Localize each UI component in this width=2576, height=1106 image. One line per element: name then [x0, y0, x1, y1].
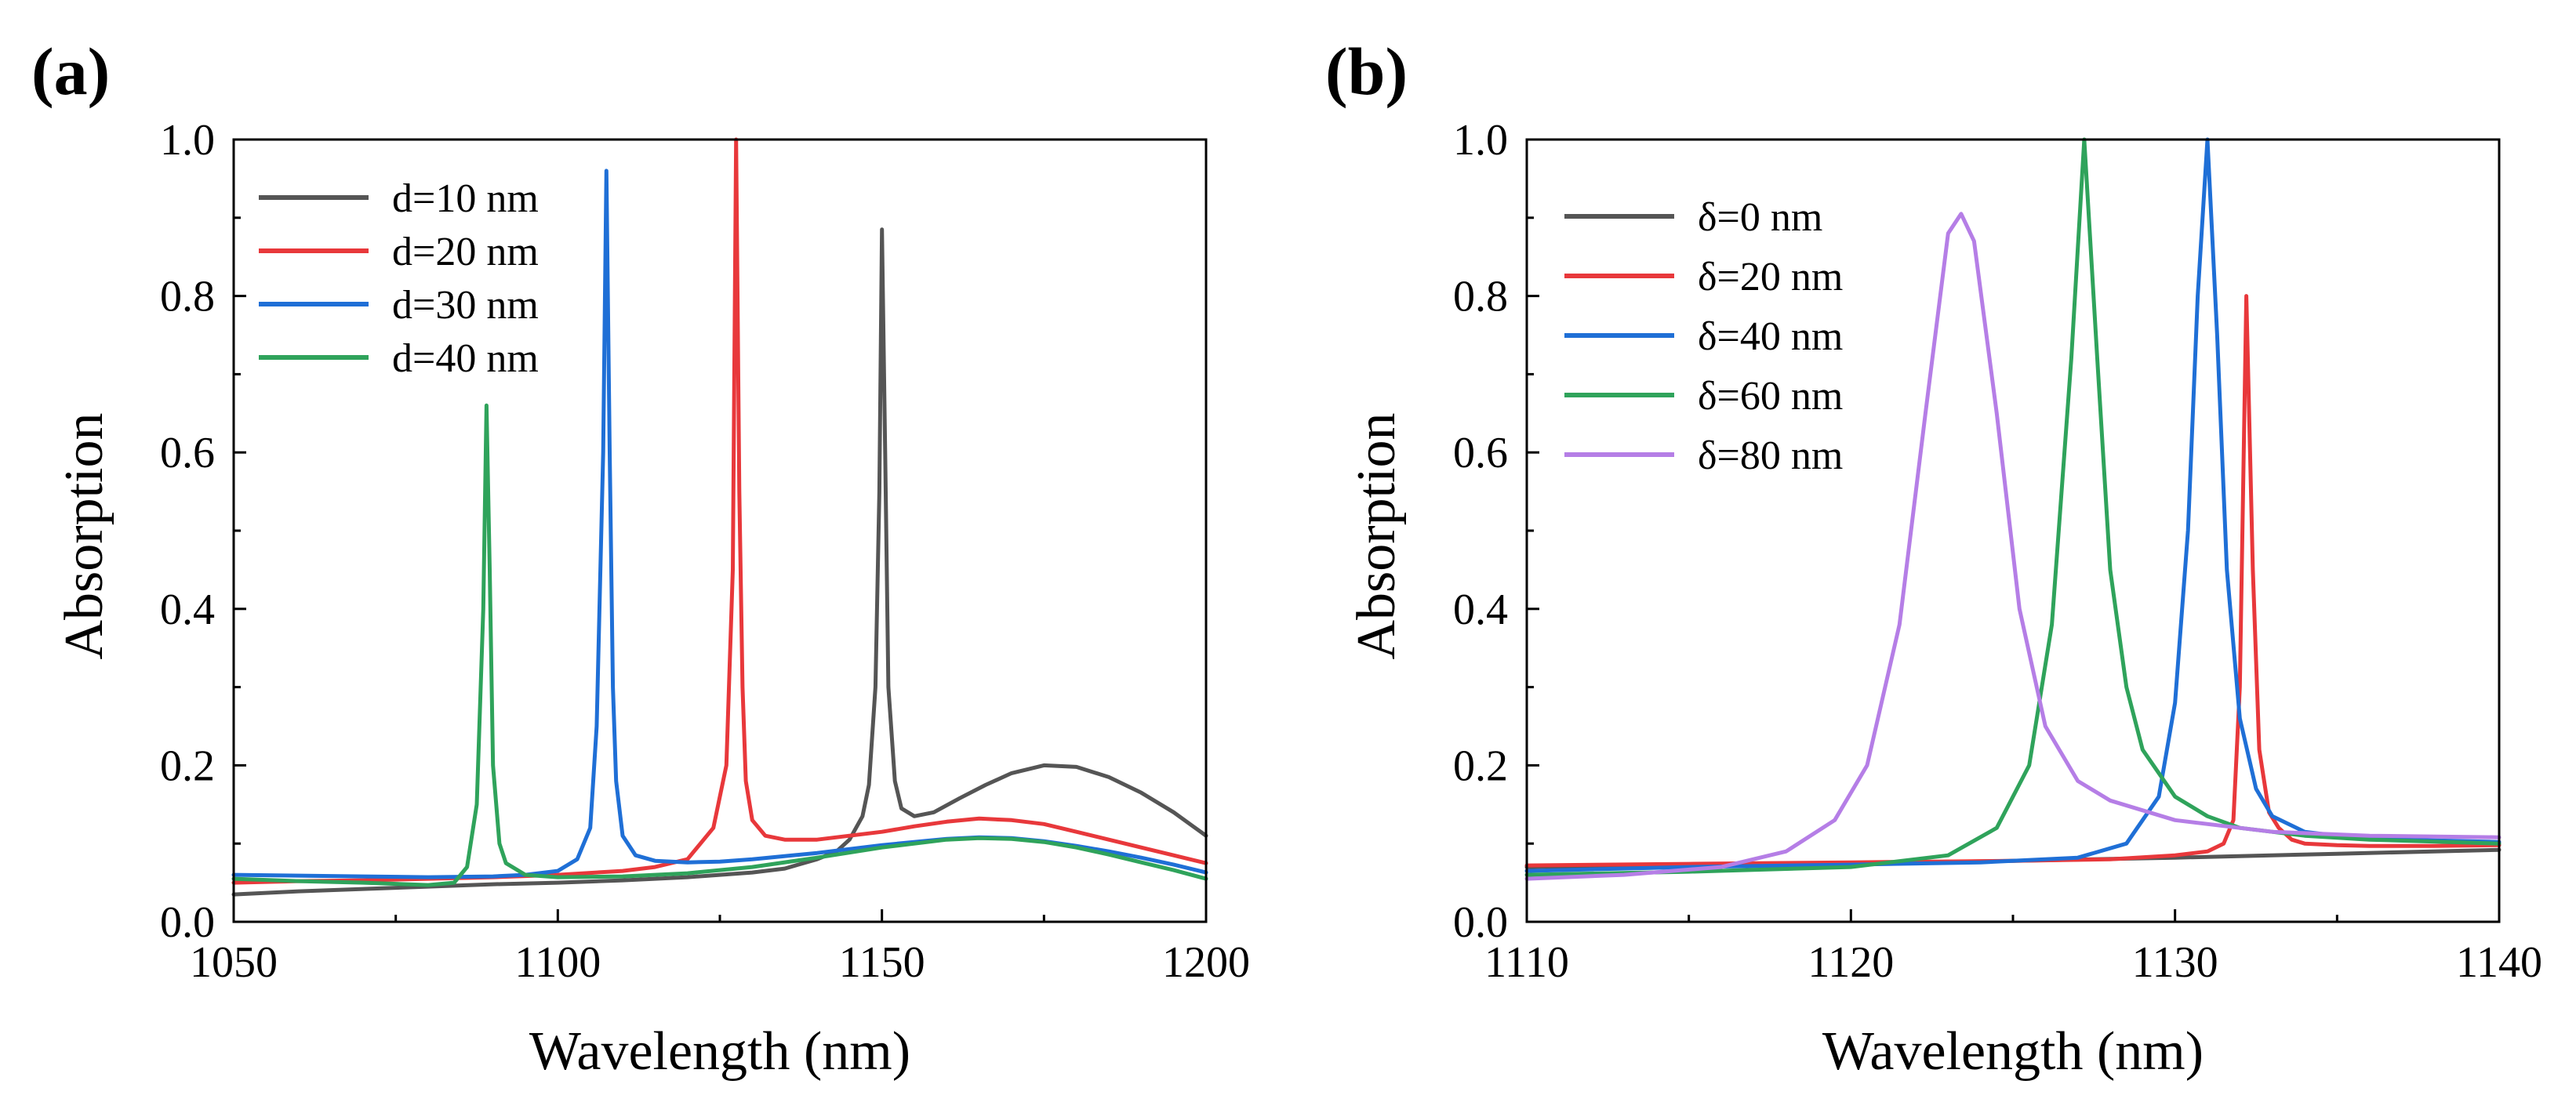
x-tick-label: 1150 — [839, 938, 925, 987]
panel-b-series — [1524, 137, 2502, 881]
panel-a-ticks: 1050 1100 1150 1200 0.0 0.2 0.4 0.6 0.8 1.0 — [160, 116, 1250, 987]
panel-a-label: (a) — [31, 34, 110, 109]
panel-b-ticks: 1110 1120 1130 1140 0.0 0.2 0.4 0.6 0.8 1.0 — [1453, 116, 2542, 987]
x-tick-label: 1100 — [514, 938, 601, 987]
legend-label-a-2: d=20 nm — [392, 230, 539, 274]
series-line-b-4 — [1524, 137, 2502, 877]
legend-label-a-4: d=40 nm — [392, 336, 539, 381]
panel-b-x-axis-title: Wavelength (nm) — [1822, 1021, 2204, 1082]
panel-b-label: (b) — [1325, 34, 1408, 109]
x-tick-label: 1050 — [190, 938, 278, 987]
x-tick-label: 1130 — [2132, 938, 2218, 987]
y-tick-label: 0.2 — [160, 742, 215, 790]
y-tick-label: 0.0 — [1453, 898, 1508, 947]
legend-label-b-5: δ=80 nm — [1698, 433, 1843, 478]
y-tick-label: 0.8 — [1453, 273, 1508, 321]
y-tick-label: 0.8 — [160, 273, 215, 321]
legend-label-b-4: δ=60 nm — [1698, 374, 1843, 419]
legend-label-a-3: d=30 nm — [392, 283, 539, 328]
panel-b: (b) Absorption Wavelength (nm) 1110 1120 1… — [1325, 34, 2542, 1082]
y-tick-label: 1.0 — [160, 116, 215, 165]
y-tick-label: 0.4 — [1453, 586, 1508, 634]
legend-label-a-1: d=10 nm — [392, 176, 539, 221]
series-line-b-5 — [1524, 212, 2502, 881]
panel-a-plot-frame — [232, 138, 1208, 923]
legend-label-b-1: δ=0 nm — [1698, 195, 1822, 240]
panel-a-legend: d=10 nm d=20 nm d=30 nm d=40 nm — [259, 176, 539, 381]
y-tick-label: 1.0 — [1453, 116, 1508, 165]
y-tick-label: 0.0 — [160, 898, 215, 947]
panel-a: (a) Absorption Wavelength (nm) 1050 1100 1… — [31, 34, 1250, 1082]
x-tick-label: 1200 — [1162, 938, 1250, 987]
series-line-b-3 — [1524, 137, 2502, 873]
panel-b-plot-frame — [1525, 138, 2501, 923]
x-tick-label: 1110 — [1484, 938, 1569, 987]
series-line-a-1 — [231, 227, 1208, 897]
series-line-b-2 — [1524, 294, 2502, 868]
x-tick-label: 1120 — [1808, 938, 1894, 987]
legend-label-b-2: δ=20 nm — [1698, 255, 1843, 299]
x-tick-label: 1140 — [2456, 938, 2542, 987]
y-tick-label: 0.4 — [160, 586, 215, 634]
series-line-a-2 — [231, 137, 1208, 885]
y-tick-label: 0.6 — [160, 429, 215, 477]
panel-a-series — [231, 137, 1208, 897]
series-line-a-4 — [231, 403, 1208, 887]
series-line-a-3 — [231, 169, 1208, 879]
panel-b-y-axis-title: Absorption — [1346, 413, 1407, 660]
panel-a-x-axis-title: Wavelength (nm) — [529, 1021, 910, 1082]
y-tick-label: 0.6 — [1453, 429, 1508, 477]
panel-a-y-axis-title: Absorption — [54, 413, 114, 660]
y-tick-label: 0.2 — [1453, 742, 1508, 790]
panel-b-legend: δ=0 nm δ=20 nm δ=40 nm δ=60 nm δ=80 nm — [1564, 195, 1843, 478]
legend-label-b-3: δ=40 nm — [1698, 314, 1843, 359]
